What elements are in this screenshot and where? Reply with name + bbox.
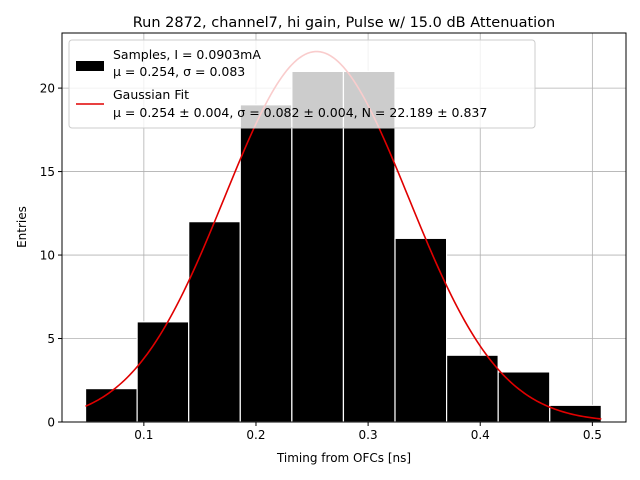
histogram-bar <box>549 404 602 423</box>
y-tick-label: 0 <box>47 416 55 430</box>
x-axis-ticks: 0.1 0.2 0.3 0.4 0.5 <box>134 422 602 442</box>
legend-fit-line1: Gaussian Fit <box>113 87 189 102</box>
chart-title: Run 2872, channel7, hi gain, Pulse w/ 15… <box>133 15 556 31</box>
histogram-bar <box>394 237 448 423</box>
legend: Samples, I = 0.0903mA μ = 0.254, σ = 0.0… <box>68 39 536 129</box>
plot-frame <box>61 32 627 423</box>
histogram-bar <box>291 70 345 423</box>
histogram-bar <box>84 388 138 423</box>
y-axis-label: Entries <box>15 206 29 248</box>
x-tick-label: 0.2 <box>246 428 265 442</box>
histogram-bar <box>136 321 190 423</box>
legend-samples-line1: Samples, I = 0.0903mA <box>113 47 261 62</box>
histogram-bar <box>445 354 499 423</box>
legend-box <box>68 39 536 129</box>
histogram-bar <box>239 104 293 423</box>
legend-fit-line2: μ = 0.254 ± 0.004, σ = 0.082 ± 0.004, N … <box>113 105 487 120</box>
y-tick-label: 10 <box>40 249 55 263</box>
legend-samples-swatch <box>76 61 104 71</box>
x-tick-label: 0.3 <box>359 428 378 442</box>
x-axis-label: Timing from OFCs [ns] <box>276 451 411 465</box>
legend-samples-line2: μ = 0.254, σ = 0.083 <box>113 64 245 79</box>
histogram-bar <box>497 371 551 423</box>
x-tick-label: 0.1 <box>134 428 153 442</box>
x-tick-label: 0.5 <box>583 428 602 442</box>
y-tick-label: 20 <box>40 82 55 96</box>
x-tick-label: 0.4 <box>471 428 490 442</box>
histogram-bar <box>188 221 241 423</box>
y-tick-label: 5 <box>47 332 55 346</box>
y-tick-label: 15 <box>40 165 55 179</box>
y-axis-ticks: 0 5 10 15 20 <box>40 82 62 430</box>
